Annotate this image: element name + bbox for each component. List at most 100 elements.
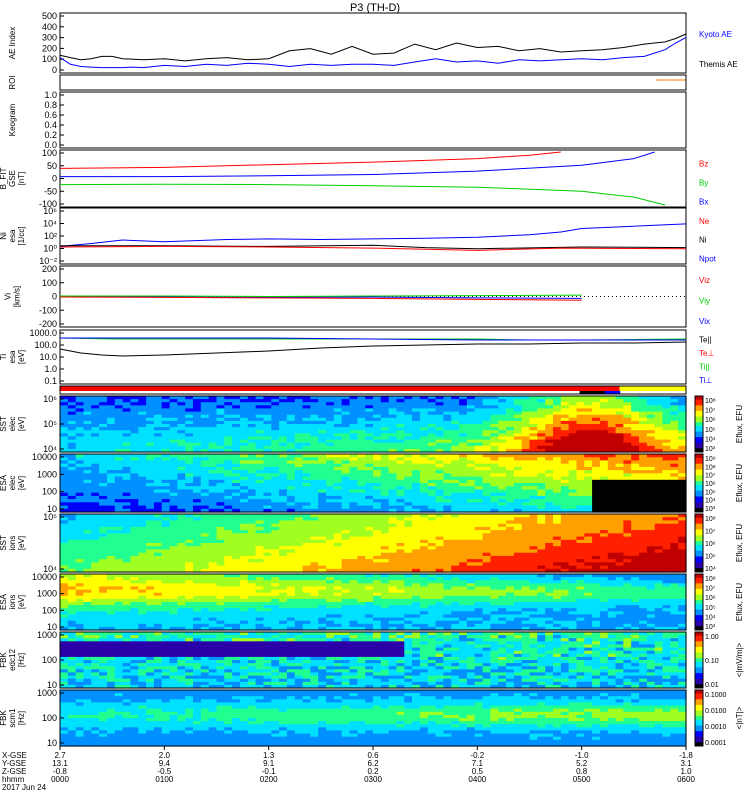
heatmap-cell (318, 508, 327, 513)
heatmap-cell (200, 602, 210, 606)
heatmap-cell (240, 543, 249, 547)
heatmap-cell (553, 565, 562, 570)
heatmap-cell (607, 463, 617, 468)
heatmap-cell (490, 417, 499, 422)
heatmap-cell (216, 520, 225, 525)
heatmap-cell (615, 411, 624, 416)
heatmap-cell (341, 565, 351, 570)
heatmap-cell (474, 546, 484, 550)
heatmap-cell (568, 543, 577, 547)
heatmap-cell (443, 454, 452, 458)
heatmap-cell (537, 448, 546, 453)
colorbar-cell (695, 525, 703, 528)
heatmap-cell (435, 405, 444, 409)
heatmap-cell (279, 559, 288, 563)
heatmap-cell (263, 442, 272, 447)
heatmap-cell (91, 396, 100, 400)
heatmap-cell (216, 595, 225, 600)
heatmap-cell (91, 466, 100, 471)
heatmap-cell (208, 602, 218, 606)
heatmap-cell (294, 533, 304, 538)
heatmap-cell (451, 523, 460, 528)
heatmap-cell (200, 502, 210, 507)
heatmap-cell (232, 559, 241, 563)
heatmap-cell (333, 399, 343, 403)
heatmap-cell (513, 505, 523, 510)
heatmap-cell (326, 424, 335, 428)
heatmap-cell (208, 402, 218, 406)
heatmap-cell (83, 617, 92, 622)
heatmap-cell (318, 526, 327, 531)
heatmap-cell (506, 536, 515, 541)
heatmap-cell (200, 454, 210, 458)
heatmap-cell (443, 414, 452, 419)
heatmap-cell (255, 414, 264, 419)
heatmap-cell (310, 402, 319, 406)
heatmap-cell (177, 568, 186, 573)
heatmap-cell (318, 499, 327, 503)
heatmap-cell (639, 499, 648, 503)
heatmap-cell (357, 520, 366, 525)
heatmap-cell (388, 546, 398, 550)
heatmap-cell (75, 602, 85, 606)
heatmap-cell (482, 473, 491, 478)
heatmap-cell (224, 495, 233, 500)
heatmap-cell (83, 562, 92, 567)
heatmap-cell (60, 589, 69, 594)
heatmap-cell (286, 533, 296, 538)
heatmap-cell (271, 502, 280, 507)
heatmap-cell (232, 439, 241, 444)
heatmap-cell (193, 614, 202, 619)
heatmap-cell (529, 405, 538, 409)
heatmap-cell (365, 463, 374, 468)
heatmap-cell (153, 442, 163, 447)
heatmap-cell (208, 568, 218, 573)
y-tick-label: 10⁰ (43, 244, 57, 254)
heatmap-cell (161, 539, 171, 544)
heatmap-cell (193, 479, 202, 484)
heatmap-cell (333, 530, 343, 534)
heatmap-cell (302, 408, 311, 413)
heatmap-cell (412, 445, 421, 450)
heatmap-cell (576, 526, 585, 531)
heatmap-cell (75, 479, 85, 484)
heatmap-cell (169, 577, 178, 581)
heatmap-cell (286, 492, 296, 497)
heatmap-cell (146, 466, 155, 471)
heatmap-cell (592, 424, 601, 428)
legend-label: Themis AE (699, 60, 738, 69)
heatmap-cell (365, 483, 374, 487)
heatmap-cell (615, 495, 624, 500)
heatmap-cell (474, 476, 484, 481)
heatmap-cell (67, 598, 77, 603)
heatmap-cell (427, 436, 437, 441)
heatmap-cell (224, 580, 233, 584)
heatmap-cell (60, 620, 69, 625)
heatmap-cell (568, 445, 577, 450)
heatmap-cell (310, 405, 319, 409)
heatmap-cell (114, 460, 124, 465)
heatmap-cell (474, 442, 484, 447)
heatmap-cell (380, 523, 390, 528)
heatmap-cell (200, 495, 210, 500)
heatmap-cell (639, 411, 648, 416)
heatmap-cell (107, 530, 116, 534)
heatmap-cell (529, 505, 538, 510)
heatmap-cell (560, 533, 570, 538)
heatmap-cell (200, 489, 210, 494)
heatmap-cell (138, 552, 147, 557)
heatmap-cell (459, 436, 468, 441)
heatmap-cell (537, 405, 546, 409)
heatmap-cell (240, 514, 249, 518)
heatmap-cell (279, 555, 288, 560)
heatmap-cell (60, 399, 69, 403)
heatmap-cell (576, 523, 585, 528)
heatmap-cell (388, 445, 398, 450)
heatmap-cell (482, 539, 491, 544)
heatmap-cell (83, 592, 92, 597)
heatmap-cell (654, 420, 664, 425)
heatmap-cell (662, 549, 671, 554)
heatmap-cell (490, 479, 499, 484)
heatmap-cell (435, 568, 444, 573)
heatmap-cell (279, 466, 288, 471)
